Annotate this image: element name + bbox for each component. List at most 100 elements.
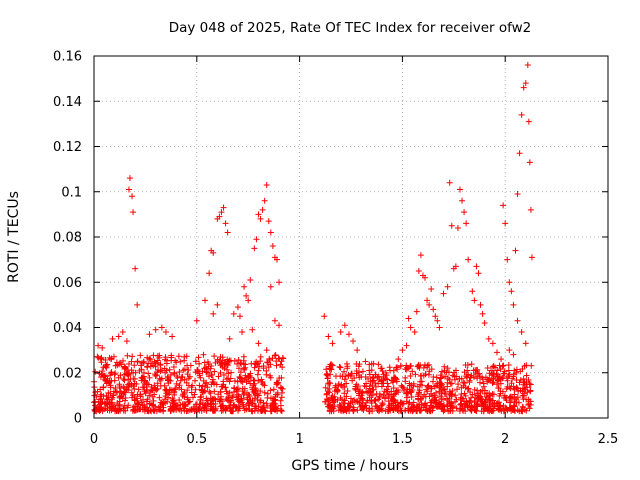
- data-point: [245, 297, 252, 304]
- data-point: [229, 408, 236, 415]
- data-point: [399, 347, 406, 354]
- data-point: [370, 360, 377, 367]
- data-point: [479, 387, 486, 394]
- data-point: [524, 384, 531, 391]
- data-point: [134, 358, 141, 365]
- data-point: [375, 361, 382, 368]
- data-point: [458, 400, 465, 407]
- data-point: [424, 297, 431, 304]
- data-point: [243, 292, 250, 299]
- data-point: [249, 326, 256, 333]
- data-point: [146, 331, 153, 338]
- data-point: [356, 369, 363, 376]
- data-point: [345, 371, 352, 378]
- data-point: [130, 209, 137, 216]
- data-point: [463, 373, 470, 380]
- data-point: [425, 382, 432, 389]
- data-point: [169, 405, 176, 412]
- data-point: [380, 391, 387, 398]
- data-point: [506, 394, 513, 401]
- data-point: [258, 407, 265, 414]
- data-point: [350, 338, 357, 345]
- data-point: [243, 378, 250, 385]
- data-point: [324, 375, 331, 382]
- data-point: [177, 358, 184, 365]
- data-point: [157, 377, 164, 384]
- data-point: [172, 385, 179, 392]
- data-point: [257, 397, 264, 404]
- data-point: [157, 382, 164, 389]
- data-point: [260, 403, 267, 410]
- data-point: [412, 371, 419, 378]
- data-point: [183, 353, 190, 360]
- data-point: [456, 375, 463, 382]
- data-point: [356, 386, 363, 393]
- data-point: [186, 373, 193, 380]
- data-point: [464, 361, 471, 368]
- data-point: [454, 386, 461, 393]
- data-point: [165, 380, 172, 387]
- data-point: [231, 377, 238, 384]
- data-point: [508, 407, 515, 414]
- data-point: [331, 388, 338, 395]
- data-point: [104, 407, 111, 414]
- data-point: [216, 398, 223, 405]
- data-point: [325, 333, 332, 340]
- data-point: [202, 402, 209, 409]
- data-point: [513, 366, 520, 373]
- y-tick-label: 0.04: [53, 321, 82, 336]
- data-point: [100, 364, 107, 371]
- data-point: [474, 392, 481, 399]
- data-point: [477, 301, 484, 308]
- data-point: [255, 340, 262, 347]
- data-point: [148, 360, 155, 367]
- data-point: [461, 209, 468, 216]
- data-point: [132, 265, 139, 272]
- data-point: [209, 406, 216, 413]
- data-point: [219, 402, 226, 409]
- data-point: [426, 301, 433, 308]
- data-point: [502, 220, 509, 227]
- data-point: [152, 385, 159, 392]
- data-point: [223, 388, 230, 395]
- data-point: [424, 364, 431, 371]
- data-point: [224, 405, 231, 412]
- data-point: [496, 362, 503, 369]
- data-point: [135, 386, 142, 393]
- data-point: [161, 396, 168, 403]
- data-point: [471, 386, 478, 393]
- data-point: [250, 377, 257, 384]
- data-point: [524, 389, 531, 396]
- data-point: [220, 204, 227, 211]
- data-point: [448, 222, 455, 229]
- x-tick-label: 2: [501, 432, 509, 447]
- data-point: [356, 399, 363, 406]
- data-point: [379, 367, 386, 374]
- data-point: [244, 389, 251, 396]
- data-point: [254, 371, 261, 378]
- data-point: [208, 371, 215, 378]
- data-point: [276, 322, 283, 329]
- data-point: [337, 329, 344, 336]
- data-point: [421, 391, 428, 398]
- data-point: [250, 382, 257, 389]
- data-point: [272, 352, 279, 359]
- data-point: [257, 388, 264, 395]
- data-point: [362, 402, 369, 409]
- data-point: [481, 403, 488, 410]
- data-point: [245, 406, 252, 413]
- x-tick-label: 0.5: [186, 432, 207, 447]
- data-point: [101, 376, 108, 383]
- data-point: [169, 333, 176, 340]
- data-point: [202, 297, 209, 304]
- data-point: [230, 310, 237, 317]
- data-point: [206, 388, 213, 395]
- data-point: [342, 373, 349, 380]
- data-point: [210, 379, 217, 386]
- data-point: [235, 365, 242, 372]
- data-point: [239, 329, 246, 336]
- data-point: [395, 356, 402, 363]
- data-point: [459, 197, 466, 204]
- data-point: [190, 394, 197, 401]
- data-point: [511, 391, 518, 398]
